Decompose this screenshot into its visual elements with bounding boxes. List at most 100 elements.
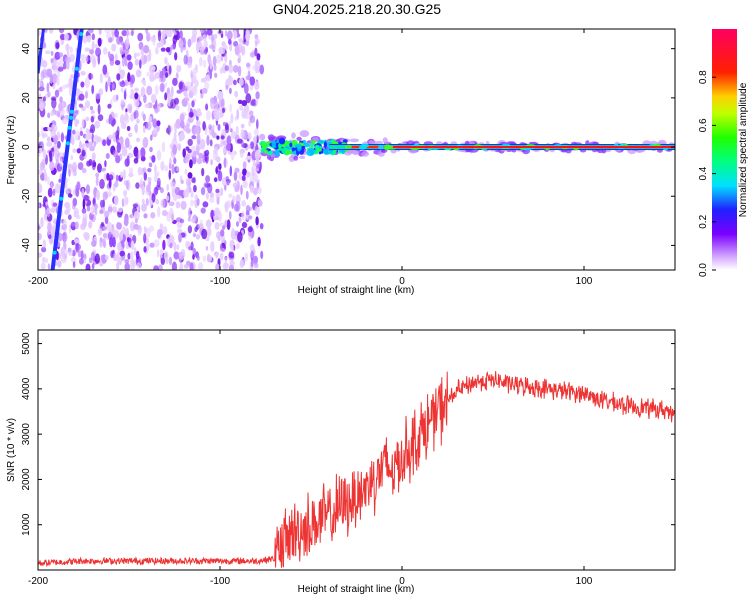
noise-speck xyxy=(232,183,237,188)
signal-core-speck xyxy=(309,142,316,147)
noise-speck xyxy=(143,44,150,54)
signal-blob xyxy=(344,144,352,149)
signal-core-speck xyxy=(271,140,276,148)
noise-speck xyxy=(88,141,94,146)
y-tick-label: 4000 xyxy=(21,377,32,400)
noise-speck xyxy=(187,225,193,234)
noise-speck xyxy=(196,145,200,155)
noise-speck xyxy=(104,255,110,261)
noise-speck xyxy=(72,261,76,268)
noise-speck xyxy=(160,161,165,171)
noise-speck xyxy=(62,234,66,241)
noise-speck xyxy=(85,116,90,122)
noise-speck xyxy=(227,75,234,86)
noise-speck xyxy=(212,124,215,130)
noise-speck xyxy=(254,47,258,57)
noise-speck xyxy=(203,40,208,49)
noise-speck xyxy=(243,83,249,95)
noise-speck xyxy=(202,201,209,208)
noise-speck xyxy=(143,213,148,219)
noise-speck xyxy=(154,72,161,79)
noise-speck xyxy=(116,142,122,154)
noise-speck xyxy=(254,149,261,161)
noise-speck xyxy=(254,81,260,90)
noise-speck xyxy=(224,184,227,191)
noise-speck xyxy=(224,30,228,37)
noise-speck xyxy=(39,80,42,87)
noise-speck xyxy=(72,65,75,73)
noise-speck xyxy=(111,31,115,42)
noise-speck xyxy=(195,120,201,127)
noise-speck xyxy=(97,37,102,47)
noise-speck xyxy=(119,49,125,55)
noise-speck xyxy=(48,29,54,34)
noise-speck xyxy=(250,141,254,150)
noise-speck xyxy=(162,226,168,235)
noise-speck xyxy=(187,138,193,147)
noise-speck xyxy=(129,214,135,219)
noise-speck xyxy=(84,100,91,109)
noise-speck xyxy=(235,125,239,136)
noise-speck xyxy=(123,218,129,227)
noise-speck xyxy=(251,171,255,177)
spectrogram-x-ticks: -200 -100 0 100 xyxy=(28,29,593,287)
noise-speck xyxy=(198,41,203,47)
noise-speck xyxy=(80,71,86,76)
noise-speck xyxy=(108,177,112,189)
noise-speck xyxy=(235,200,241,212)
signal-halo-speck xyxy=(299,130,310,138)
noise-speck xyxy=(249,51,256,58)
noise-speck xyxy=(47,176,50,185)
snr-series-line xyxy=(38,371,675,568)
noise-speck xyxy=(217,170,223,182)
noise-speck xyxy=(143,172,147,181)
noise-speck xyxy=(56,76,60,86)
noise-speck xyxy=(68,168,71,177)
colorbar: 0.0 0.2 0.4 0.6 0.8 Normalized spectral ampl… xyxy=(698,29,749,277)
noise-speck xyxy=(237,57,241,64)
noise-speck xyxy=(245,204,251,214)
noise-speck xyxy=(244,252,248,262)
signal-core-speck xyxy=(318,139,325,144)
noise-speck xyxy=(70,155,74,161)
x-tick-label: -100 xyxy=(210,576,230,587)
noise-speck xyxy=(59,33,66,41)
noise-speck xyxy=(173,132,177,142)
noise-speck xyxy=(82,222,86,229)
noise-speck xyxy=(245,62,251,68)
noise-speck xyxy=(205,192,209,200)
noise-speck xyxy=(46,207,51,218)
noise-speck xyxy=(71,161,78,173)
noise-speck xyxy=(124,158,130,167)
noise-speck xyxy=(82,34,88,44)
noise-speck xyxy=(150,134,153,141)
noise-speck xyxy=(168,256,173,266)
noise-speck xyxy=(40,70,45,80)
noise-speck xyxy=(109,236,114,248)
noise-speck xyxy=(129,221,136,232)
noise-speck xyxy=(43,96,46,102)
noise-speck xyxy=(50,182,53,190)
noise-speck xyxy=(102,139,107,147)
noise-speck xyxy=(99,209,104,215)
noise-speck xyxy=(47,112,51,119)
noise-speck xyxy=(156,120,161,127)
noise-speck xyxy=(140,147,146,158)
noise-speck xyxy=(124,259,130,264)
noise-speck xyxy=(62,219,68,230)
noise-speck xyxy=(130,240,135,250)
noise-speck xyxy=(209,192,214,198)
noise-speck xyxy=(173,194,178,202)
noise-speck xyxy=(182,148,186,158)
noise-speck xyxy=(245,31,251,42)
noise-speck xyxy=(169,242,173,249)
noise-speck xyxy=(151,193,156,203)
noise-speck xyxy=(206,134,210,146)
noise-speck xyxy=(86,205,91,212)
noise-speck xyxy=(108,114,113,124)
noise-speck xyxy=(200,45,205,51)
noise-speck xyxy=(214,221,220,230)
noise-speck xyxy=(238,77,244,86)
noise-speck xyxy=(224,52,228,63)
